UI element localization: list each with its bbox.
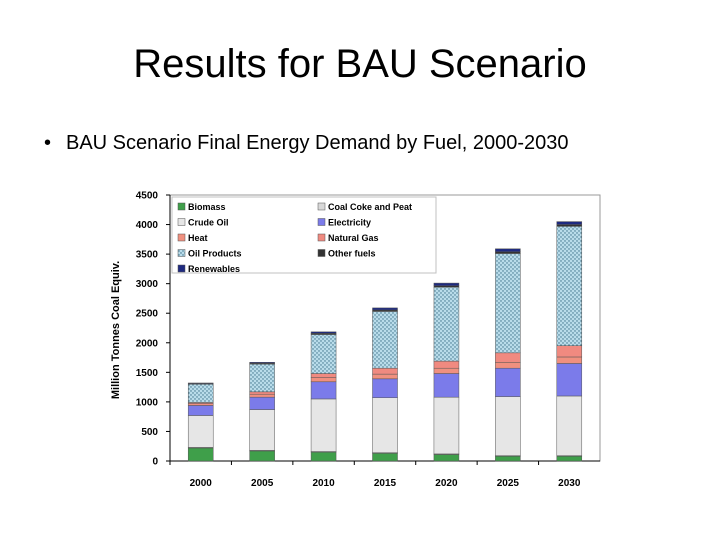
bar-segment [249, 362, 275, 364]
bar-segment [372, 367, 398, 375]
bar-segment [495, 362, 521, 369]
bar-segment [372, 378, 398, 399]
bar-segment [433, 373, 460, 398]
bar-segment [187, 415, 214, 448]
legend-label: Biomass [188, 202, 226, 212]
y-tick-label: 3000 [136, 279, 159, 290]
legend-label: Natural Gas [328, 233, 379, 243]
plot-area: 0 500 1000 1500 2000 2500 3000 3500 4000 4500 Mill… [110, 191, 601, 489]
bar-segment [249, 363, 275, 393]
x-tick-label: 2000 [190, 478, 213, 489]
bar-segment [433, 367, 460, 374]
legend-swatch [317, 218, 326, 226]
x-tick-label: 2025 [497, 478, 520, 489]
bar-segment [249, 391, 275, 395]
bar-segment [495, 456, 521, 462]
bar-segment [310, 381, 337, 400]
bullet-icon: • [44, 132, 52, 154]
bar-segment [187, 405, 214, 416]
bar-segment [556, 356, 583, 364]
bar-segment [372, 307, 398, 311]
bullet-text: BAU Scenario Final Energy Demand by Fuel… [66, 132, 569, 154]
legend-swatch [317, 233, 326, 242]
legend-swatch [177, 218, 186, 226]
y-tick-label: 2000 [136, 338, 159, 349]
bar-segment [433, 454, 460, 462]
x-tick-label: 2010 [312, 478, 335, 489]
bar-segment [556, 224, 583, 227]
bar-segment [310, 377, 337, 383]
bar-segment [187, 382, 214, 384]
bar-segment [249, 396, 275, 410]
bar-segment [556, 456, 583, 462]
legend-label: Heat [188, 233, 208, 243]
bar-segment [372, 373, 398, 380]
bar-segment [433, 286, 460, 362]
legend-swatch [177, 264, 186, 273]
bar-segment [495, 251, 521, 254]
legend-label: Other fuels [328, 249, 376, 259]
y-axis-label: Million Tonnes Coal Equiv. [110, 261, 122, 399]
y-tick-label: 1500 [136, 368, 159, 379]
bar-segment [495, 367, 521, 397]
legend-swatch [177, 202, 186, 211]
bar-segment [556, 345, 583, 358]
y-tick-label: 3500 [136, 250, 159, 261]
bar-segment [433, 282, 460, 286]
bar-segment [433, 396, 460, 455]
bar-segment [495, 248, 521, 252]
legend-swatch [177, 233, 186, 242]
y-tick-label: 1000 [136, 397, 159, 408]
y-tick-label: 0 [152, 457, 158, 468]
bar-segment [433, 360, 460, 369]
bar-segment [495, 352, 521, 363]
bar-segment [187, 383, 214, 403]
legend-label: Coal Coke and Peat [328, 202, 412, 212]
bar-segment [556, 221, 583, 225]
legend-swatch [177, 249, 186, 257]
y-tick-label: 2500 [136, 309, 159, 320]
legend-box [171, 196, 437, 274]
bar-segment [556, 363, 583, 397]
bar-segment [495, 396, 521, 456]
legend-label: Crude Oil [188, 218, 229, 228]
legend-swatch [317, 202, 326, 211]
bar-segment [310, 334, 337, 374]
slide-title: Results for BAU Scenario [133, 42, 587, 86]
legend-label: Renewables [188, 264, 240, 274]
legend-swatch [317, 249, 326, 257]
bar-segment [187, 403, 214, 406]
bar-segment [187, 447, 214, 462]
x-tick-label: 2005 [251, 478, 274, 489]
bar-segment [495, 253, 521, 354]
bullet-row: • BAU Scenario Final Energy Demand by Fue… [44, 132, 569, 155]
x-tick-label: 2030 [558, 478, 581, 489]
bar-segment [372, 453, 398, 462]
bar-segment [372, 397, 398, 453]
bar-segment [556, 395, 583, 456]
bar-segment [249, 393, 275, 398]
legend-label: Oil Products [188, 249, 242, 259]
bar-segment [372, 311, 398, 369]
bar-segment [249, 450, 275, 462]
y-tick-label: 4000 [136, 220, 159, 231]
bar-segment [310, 451, 337, 462]
x-tick-label: 2020 [435, 478, 458, 489]
y-tick-label: 4500 [136, 191, 159, 202]
bar-segment [310, 331, 337, 334]
bar-segment [310, 373, 337, 378]
bar-segment [556, 226, 583, 346]
bar-segment [249, 409, 275, 451]
x-tick-label: 2015 [374, 478, 397, 489]
bar-segment [310, 398, 337, 452]
legend-label: Electricity [328, 218, 371, 228]
y-tick-label: 500 [141, 427, 158, 438]
